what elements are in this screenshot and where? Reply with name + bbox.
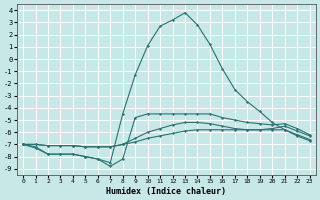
- X-axis label: Humidex (Indice chaleur): Humidex (Indice chaleur): [106, 187, 226, 196]
